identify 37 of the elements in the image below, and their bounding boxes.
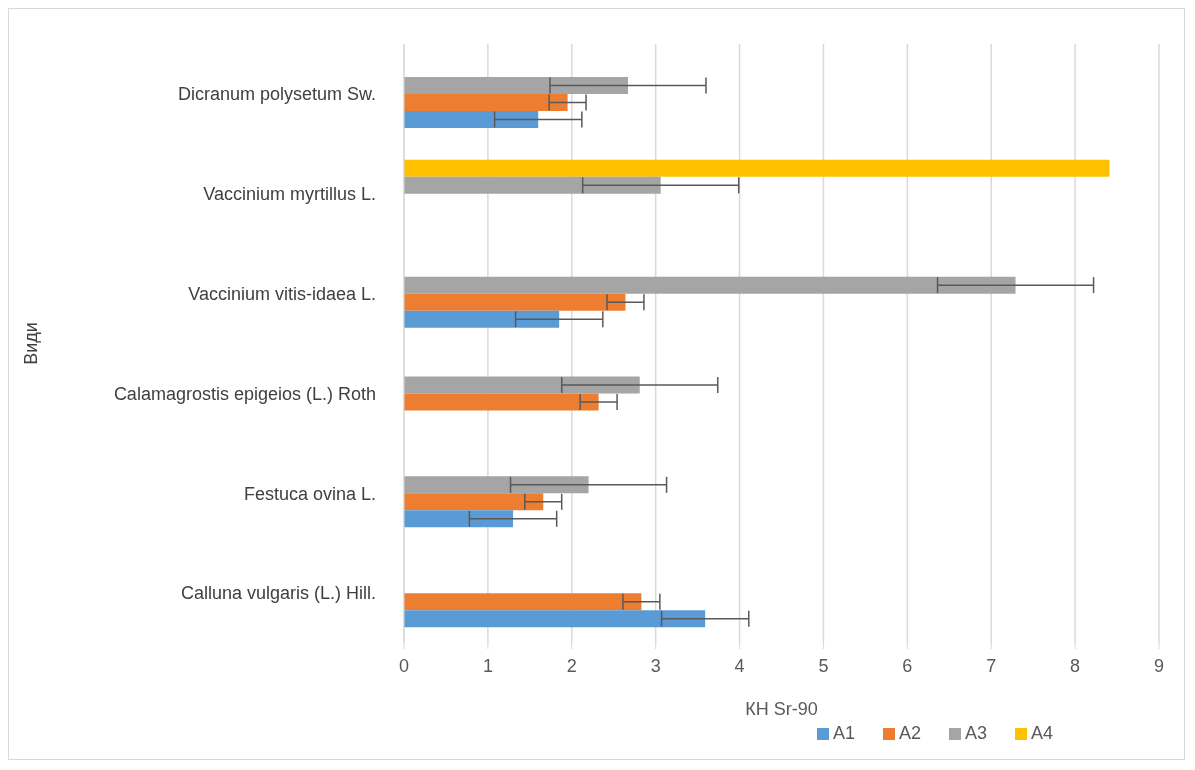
bar bbox=[404, 276, 1016, 294]
y-tick-label: Vaccinium myrtillus L. bbox=[203, 184, 376, 205]
bar bbox=[404, 493, 544, 511]
bar bbox=[404, 310, 560, 328]
y-axis-title: Види bbox=[21, 322, 42, 365]
x-tick-label: 4 bbox=[734, 655, 745, 676]
x-tick-label: 1 bbox=[482, 655, 493, 676]
x-axis-title: КН Sr-90 bbox=[745, 699, 818, 719]
y-tick-label: Dicranum polysetum Sw. bbox=[177, 84, 376, 105]
bar bbox=[404, 159, 1110, 177]
x-tick-label: 0 bbox=[398, 655, 410, 676]
x-tick-label: 6 bbox=[902, 655, 913, 676]
y-tick-label: Calluna vulgaris (L.) Hill. bbox=[180, 583, 376, 604]
y-tick-label: Festuca ovina L. bbox=[243, 483, 376, 504]
x-tick-label: 5 bbox=[818, 655, 829, 676]
bar bbox=[404, 176, 661, 194]
bar bbox=[404, 93, 568, 111]
legend-label: A3 bbox=[965, 723, 988, 743]
legend-label: A2 bbox=[898, 723, 921, 743]
x-tick-label: 9 bbox=[1153, 655, 1165, 676]
bar bbox=[404, 593, 642, 611]
bar bbox=[404, 393, 599, 411]
bar bbox=[404, 610, 706, 628]
y-tick-label: Vaccinium vitis-idaea L. bbox=[188, 283, 376, 304]
x-tick-label: 3 bbox=[650, 655, 661, 676]
bar bbox=[404, 376, 640, 394]
x-tick-label: 7 bbox=[986, 655, 997, 676]
bar bbox=[404, 476, 589, 494]
legend-label: A4 bbox=[1031, 723, 1054, 743]
x-tick-label: 8 bbox=[1070, 655, 1081, 676]
bar bbox=[404, 76, 628, 94]
x-tick-label: 2 bbox=[566, 655, 577, 676]
bar bbox=[404, 510, 514, 528]
bar bbox=[404, 293, 626, 311]
y-tick-label: Calamagrostis epigeios (L.) Roth bbox=[113, 383, 376, 404]
legend-label: A1 bbox=[832, 723, 855, 743]
bar bbox=[404, 110, 539, 128]
